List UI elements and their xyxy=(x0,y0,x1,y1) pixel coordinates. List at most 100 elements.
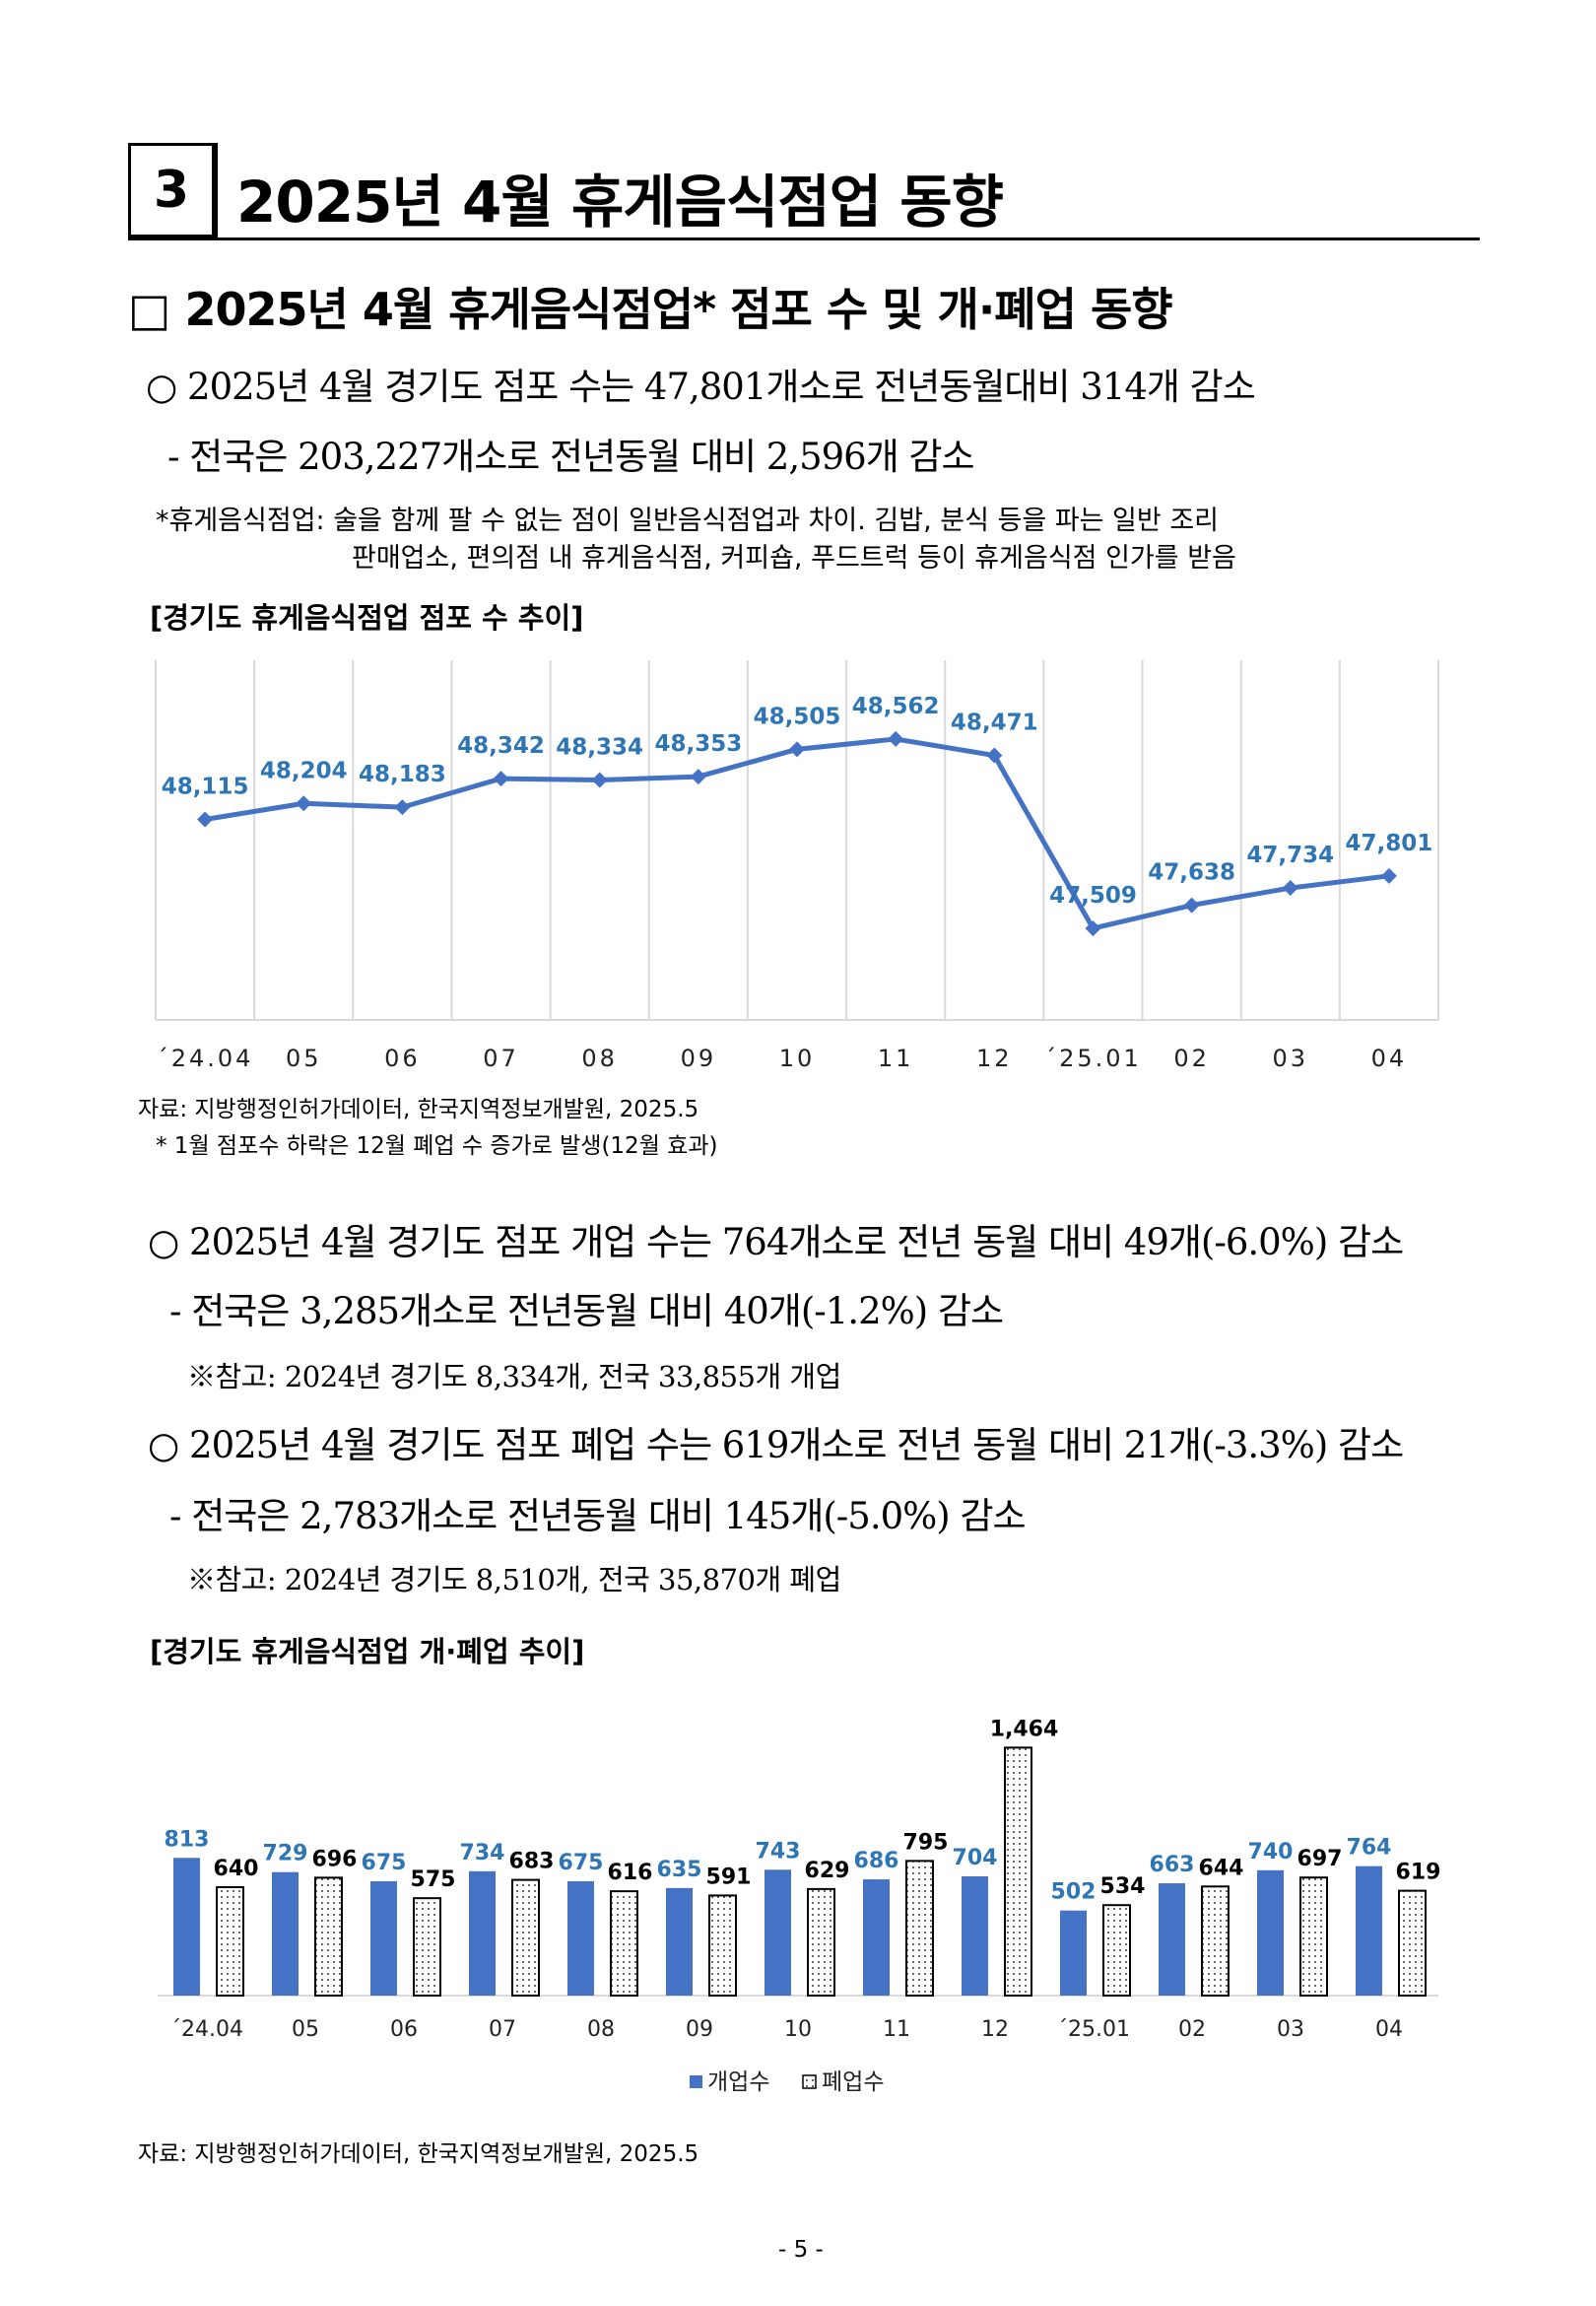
line-chart-point xyxy=(296,795,312,812)
open-bar-label: 663 xyxy=(1150,1853,1195,1877)
close-bar-label: 575 xyxy=(411,1867,456,1892)
open-bar xyxy=(1060,1910,1087,1996)
close-bar-label: 683 xyxy=(509,1850,555,1874)
close-bullet: ○ 2025년 4월 경기도 점포 폐업 수는 619개소로 전년 동월 대비 … xyxy=(148,1424,1404,1466)
close-bar xyxy=(610,1890,638,1997)
close-bar-label: 697 xyxy=(1297,1847,1343,1871)
open-bar-label: 734 xyxy=(460,1841,505,1865)
close-reference: ※참고: 2024년 경기도 8,510개, 전국 35,870개 폐업 xyxy=(187,1563,841,1596)
close-bar-label: 616 xyxy=(608,1861,653,1885)
line-chart-x-tick-label: 06 xyxy=(384,1045,421,1072)
open-bar-label: 704 xyxy=(953,1846,998,1870)
close-bar-label: 534 xyxy=(1100,1874,1146,1899)
open-bar xyxy=(272,1871,299,1996)
bar-chart-x-tick-label: 11 xyxy=(883,2017,910,2042)
legend-open-label: 개업수 xyxy=(707,2069,769,2095)
open-bar xyxy=(863,1879,890,1996)
open-bar-label: 635 xyxy=(657,1858,702,1882)
close-bar xyxy=(1201,1885,1230,1997)
line-chart-point xyxy=(1183,897,1200,914)
page-number: - 5 - xyxy=(778,2237,824,2263)
line-chart-data-label: 47,734 xyxy=(1246,843,1334,868)
open-bar xyxy=(370,1880,397,1996)
open-bar-label: 764 xyxy=(1347,1836,1392,1861)
section-separator xyxy=(215,143,218,237)
line-chart-point xyxy=(690,769,706,785)
close-bar-label: 644 xyxy=(1199,1856,1244,1880)
line-chart-data-label: 47,509 xyxy=(1049,883,1137,909)
line-chart-caption: [경기도 휴게음식점업 점포 수 추이] xyxy=(150,601,584,635)
open-bar xyxy=(1356,1865,1382,1996)
store-count-line-chart: 48,115 48,204 48,183 48,342 48,334 48,353 48,5… xyxy=(155,660,1439,1072)
bar-chart-caption: [경기도 휴게음식점업 개·폐업 추이] xyxy=(150,1635,585,1668)
open-bar-label: 502 xyxy=(1051,1880,1097,1905)
line-chart-point xyxy=(888,730,904,747)
line-chart-data-label: 48,204 xyxy=(260,758,348,783)
open-bar xyxy=(666,1887,693,1996)
close-bar xyxy=(216,1886,244,1997)
open-bar-label: 740 xyxy=(1248,1840,1294,1865)
close-bar xyxy=(1398,1889,1427,1997)
footnote-line2: 판매업소, 편의점 내 휴게음식점, 커피숍, 푸드트럭 등이 휴게음식점 인가… xyxy=(352,543,1236,574)
close-national: - 전국은 2,783개소로 전년동월 대비 145개(-5.0%) 감소 xyxy=(169,1495,1027,1537)
open-bar xyxy=(173,1858,200,1996)
close-bar xyxy=(1004,1746,1032,1997)
close-bar xyxy=(511,1878,540,1997)
line-chart-x-tick-label: ´25.01 xyxy=(1044,1045,1142,1072)
section-rule xyxy=(128,237,1480,240)
line-chart-point xyxy=(394,799,411,816)
close-bar xyxy=(314,1876,343,1997)
bar-chart-source: 자료: 지방행정인허가데이터, 한국지역정보개발원, 2025.5 xyxy=(138,2141,699,2167)
line-chart-x-tick-label: ´24.04 xyxy=(157,1045,254,1072)
close-bar xyxy=(1102,1904,1131,1997)
legend-close-label: 폐업수 xyxy=(822,2069,884,2095)
line-chart-data-label: 48,471 xyxy=(951,711,1038,736)
close-bar-label: 640 xyxy=(214,1857,259,1881)
bar-chart-x-tick-label: ´25.01 xyxy=(1057,2017,1130,2042)
legend-close-swatch xyxy=(802,2074,817,2089)
close-bar-label: 795 xyxy=(903,1830,949,1855)
close-bar-label: 696 xyxy=(312,1847,358,1871)
open-bar-label: 729 xyxy=(263,1842,308,1866)
bar-chart-x-tick-label: 02 xyxy=(1178,2017,1206,2042)
line-chart-x-tick-label: 02 xyxy=(1173,1045,1210,1072)
line-chart-data-label: 48,342 xyxy=(457,733,545,759)
bar-chart-x-tick-label: 08 xyxy=(587,2017,615,2042)
open-reference: ※참고: 2024년 경기도 8,334개, 전국 33,855개 개업 xyxy=(187,1360,841,1393)
line-chart-x-tick-label: 03 xyxy=(1272,1045,1308,1072)
open-bullet: ○ 2025년 4월 경기도 점포 개업 수는 764개소로 전년 동월 대비 … xyxy=(148,1221,1404,1263)
line-chart-point xyxy=(986,747,1003,764)
line-chart-x-tick-label: 10 xyxy=(779,1045,816,1072)
bar-chart-x-tick-label: 04 xyxy=(1375,2017,1403,2042)
bar-chart-x-tick-label: 07 xyxy=(489,2017,516,2042)
line-chart-data-label: 48,353 xyxy=(654,731,742,757)
line-chart-data-label: 47,638 xyxy=(1148,860,1235,886)
line-chart-point xyxy=(591,772,608,788)
line-chart-x-tick-label: 04 xyxy=(1371,1045,1408,1072)
line-chart-data-label: 47,801 xyxy=(1346,831,1433,856)
subheading: □ 2025년 4월 휴게음식점업* 점포 수 및 개·폐업 동향 xyxy=(128,283,1173,336)
close-bar-label: 1,464 xyxy=(990,1717,1059,1741)
section-title: 2025년 4월 휴게음식점업 동향 xyxy=(236,169,1004,236)
line-chart-point xyxy=(1380,867,1397,884)
bar-chart-x-tick-label: 10 xyxy=(784,2017,812,2042)
stores-bullet: ○ 2025년 4월 경기도 점포 수는 47,801개소로 전년동월대비 31… xyxy=(146,366,1256,408)
close-bar xyxy=(807,1887,835,1997)
line-chart-data-label: 48,505 xyxy=(754,704,841,729)
open-bar xyxy=(1257,1869,1284,1996)
line-chart-x-tick-label: 11 xyxy=(878,1045,914,1072)
open-bar-label: 675 xyxy=(362,1851,407,1875)
section-number-box: 3 xyxy=(128,143,215,237)
line-chart-point xyxy=(1282,880,1298,897)
close-bar xyxy=(905,1860,934,1997)
close-bar-label: 591 xyxy=(706,1865,752,1889)
open-bar-label: 813 xyxy=(165,1827,210,1852)
close-bar-label: 619 xyxy=(1396,1861,1441,1885)
line-chart-data-label: 48,562 xyxy=(852,694,940,719)
stores-national: - 전국은 203,227개소로 전년동월 대비 2,596개 감소 xyxy=(167,436,975,478)
open-bar xyxy=(567,1880,594,1996)
line-chart-data-label: 48,183 xyxy=(359,762,446,787)
close-bar xyxy=(708,1894,737,1997)
line-chart-source: 자료: 지방행정인허가데이터, 한국지역정보개발원, 2025.5 xyxy=(138,1097,699,1122)
